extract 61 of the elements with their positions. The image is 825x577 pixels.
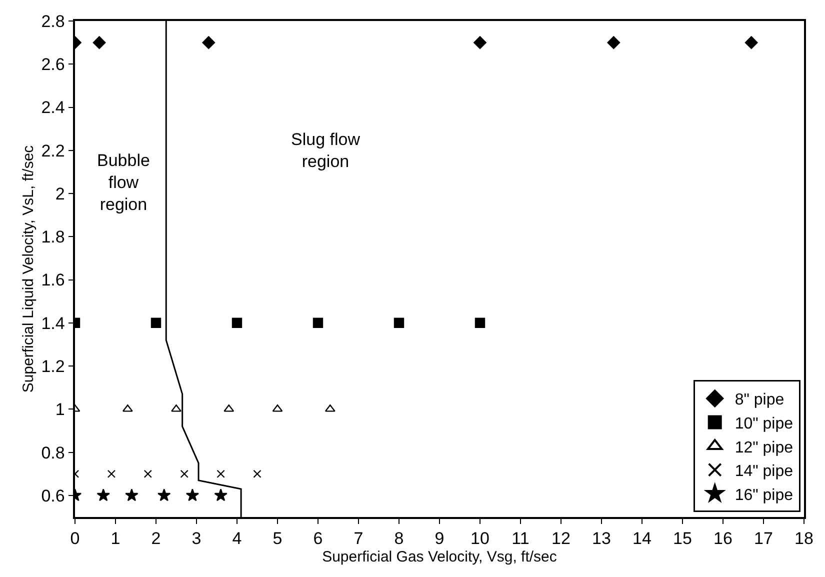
legend-label: 12" pipe (734, 439, 794, 456)
point (92, 36, 106, 50)
x-tick-label: 15 (673, 529, 692, 548)
y-tick-label: 1 (55, 400, 65, 420)
y-tick-label: 2.6 (41, 55, 65, 74)
y-tick-label: 0.6 (41, 486, 65, 506)
y-tick-label: 1.2 (41, 356, 65, 376)
point (186, 488, 200, 502)
x-tick-label: 5 (272, 529, 282, 548)
x-tick-label: 16 (714, 529, 732, 548)
point (171, 404, 182, 412)
point (96, 488, 110, 502)
x-axis-title: Superficial Gas Velocity, Vsg, ft/sec (322, 548, 558, 566)
point (150, 318, 162, 328)
x-tick-label: 3 (192, 529, 202, 548)
y-tick-label: 1.4 (41, 314, 65, 333)
y-tick-label: 0.8 (41, 443, 65, 462)
y-tick-label: 2.4 (41, 98, 65, 118)
point (125, 488, 138, 502)
y-axis-title: Superficial Liquid Velocity, VsL, ft/sec (20, 144, 37, 393)
legend-label: 8" pipe (734, 392, 784, 409)
x-tick-label: 6 (313, 529, 323, 548)
y-tick-label: 2 (55, 184, 65, 204)
y-tick-label: 2.2 (41, 141, 65, 160)
point (214, 488, 228, 502)
point (312, 318, 324, 328)
point (474, 318, 486, 328)
point (144, 470, 152, 478)
legend-label: 10" pipe (734, 415, 794, 432)
x-tick-label: 14 (632, 529, 652, 548)
point (394, 318, 404, 328)
point (216, 470, 225, 478)
point (107, 470, 116, 478)
point (158, 488, 171, 502)
x-tick-label: 1 (110, 529, 120, 548)
point (253, 470, 262, 478)
point (474, 36, 486, 50)
x-tick-label: 17 (754, 529, 773, 548)
x-tick-label: 9 (434, 529, 444, 548)
y-tick-label: 1.8 (41, 228, 65, 247)
point (202, 36, 216, 50)
point (232, 318, 242, 328)
x-tick-label: 2 (151, 529, 161, 548)
x-tick-label: 0 (70, 529, 80, 548)
legend-label: 16" pipe (734, 486, 794, 504)
x-tick-label: 7 (354, 529, 364, 548)
x-tick-label: 10 (470, 529, 490, 548)
x-tick-label: 4 (232, 529, 242, 548)
point (180, 470, 188, 478)
x-tick-label: 13 (592, 529, 611, 548)
annotation: Bubble flow region (97, 151, 150, 214)
legend-label: 14" pipe (734, 463, 794, 480)
x-tick-label: 11 (512, 529, 530, 548)
x-tick-label: 8 (394, 529, 404, 548)
x-tick-label: 12 (552, 529, 570, 548)
point (744, 36, 758, 50)
x-tick-label: 18 (794, 529, 814, 548)
y-tick-label: 1.6 (41, 270, 65, 290)
annotation: Slug flow region (291, 130, 361, 172)
point (607, 36, 620, 50)
y-tick-label: 2.8 (41, 12, 65, 31)
